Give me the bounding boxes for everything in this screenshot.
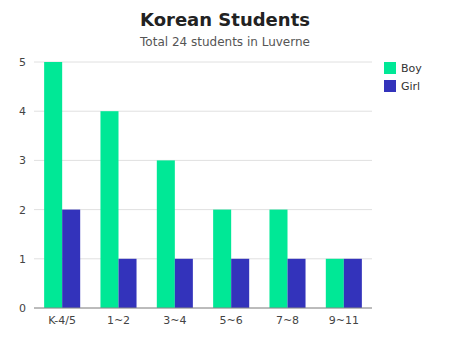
legend-swatch: [384, 80, 396, 92]
y-tick-label: 4: [19, 105, 26, 118]
title: Korean Students: [140, 9, 310, 30]
bar: [100, 111, 118, 308]
bar: [157, 160, 175, 308]
legend-label: Boy: [401, 62, 422, 75]
x-tick-label: 9~11: [329, 314, 359, 327]
bar: [344, 259, 362, 308]
bar: [175, 259, 193, 308]
x-tick-label: 3~4: [163, 314, 186, 327]
bar: [326, 259, 344, 308]
legend-label: Girl: [401, 80, 420, 93]
x-tick-label: 7~8: [276, 314, 299, 327]
grid-line: [34, 209, 372, 210]
y-tick-label: 5: [19, 56, 26, 69]
bar: [231, 259, 249, 308]
y-axis: 0 1 2 3 4 5: [19, 56, 26, 315]
x-axis: K-4/5 1~2 3~4 5~6 7~8 9~11: [34, 308, 372, 327]
grid-line: [34, 111, 372, 112]
legend: Boy Girl: [384, 62, 422, 93]
grid-line: [34, 308, 372, 309]
bar: [213, 210, 231, 308]
bar: [44, 62, 62, 308]
grid-line: [34, 62, 372, 63]
x-axis-line: [34, 308, 372, 309]
grid-line: [34, 160, 372, 161]
chart-container: Korean Students Total 24 students in Luve…: [0, 0, 450, 338]
chart-svg: Korean Students Total 24 students in Luve…: [0, 0, 450, 338]
grid-line: [34, 258, 372, 259]
legend-swatch: [384, 62, 396, 74]
bars: [44, 62, 362, 308]
y-tick-label: 0: [19, 302, 26, 315]
x-tick-label: 1~2: [107, 314, 130, 327]
bar: [269, 210, 287, 308]
bar: [288, 259, 306, 308]
x-tick-label: K-4/5: [48, 314, 76, 327]
grid: [34, 62, 372, 308]
y-tick-label: 2: [19, 204, 26, 217]
y-tick-label: 3: [19, 154, 26, 167]
subtitle: Total 24 students in Luverne: [139, 35, 310, 49]
bar: [119, 259, 137, 308]
y-tick-label: 1: [19, 253, 26, 266]
x-tick-label: 5~6: [220, 314, 243, 327]
bar: [62, 210, 80, 308]
